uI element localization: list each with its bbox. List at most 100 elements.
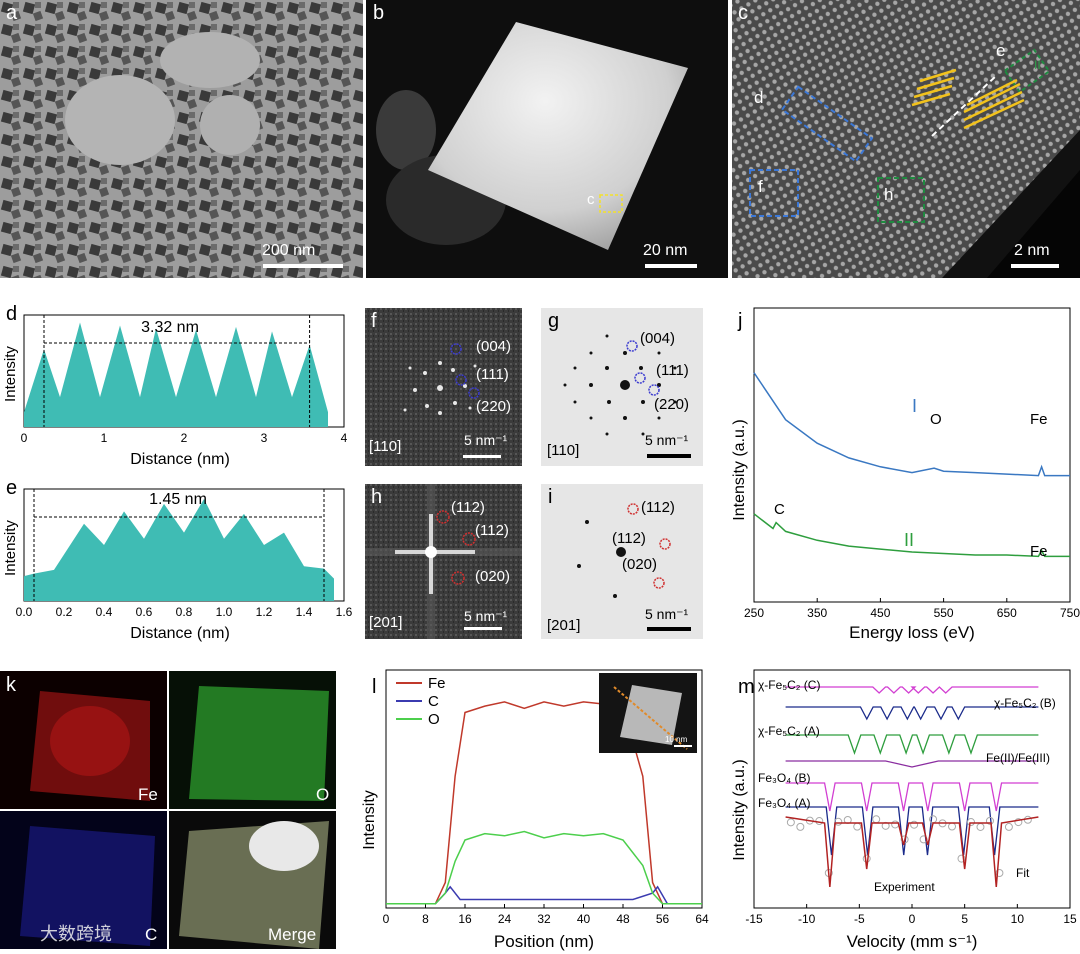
roi-label-c: c	[587, 191, 595, 208]
m-component-1	[785, 706, 1039, 721]
chart-d-group: 0 1 2 3 4	[21, 314, 348, 445]
j-series-II	[753, 513, 1070, 558]
m-tick-label: -10	[798, 912, 816, 926]
l-tick-label: 56	[656, 912, 670, 926]
line-profile-chart-e: 0.0 0.2 0.4 0.6 0.8 1.0 1.2 1.4 1.6 Intensity Di…	[2, 488, 353, 642]
line-profile-chart-d: 0 1 2 3 4 Intensity Distance (nm) 3.32 nm	[2, 314, 348, 468]
m-component-2	[785, 734, 1039, 755]
nanocube-haadf	[376, 22, 688, 250]
h-spot-3: (020)	[475, 568, 511, 585]
i-spot-3: (020)	[622, 556, 658, 573]
tem-image-a	[0, 0, 363, 278]
h-scale-label: 5 nm⁻¹	[464, 608, 508, 624]
j-tick-label: 550	[934, 606, 954, 620]
g-spot-111: (111)	[656, 362, 689, 379]
j-tick-label: 650	[997, 606, 1017, 620]
m-experiment-point	[786, 818, 795, 827]
l-ylabel: Intensity	[361, 790, 378, 850]
l-tick-label: 0	[383, 912, 390, 926]
e-tick-label: 0.0	[16, 605, 33, 619]
m-experiment-point	[1014, 818, 1023, 827]
d-tick-label: 3	[261, 431, 268, 445]
f-spot-004: (004)	[476, 338, 512, 355]
l-tick-label: 16	[458, 912, 472, 926]
e-tick-label: 1.2	[256, 605, 273, 619]
panel-label-e: e	[6, 477, 18, 499]
j-ylabel: Intensity (a.u.)	[731, 419, 748, 520]
m-comp-c: χ-Fe₅C₂ (C)	[758, 678, 820, 692]
d-tick-label: 1	[101, 431, 108, 445]
chart-m-group: -15 -10 -5 0 5 10 15	[745, 669, 1077, 926]
m-experiment-point	[995, 869, 1004, 877]
j-curve-label-II: II	[904, 530, 914, 550]
panel-label-i: i	[548, 486, 553, 508]
e-tick-label: 0.4	[96, 605, 113, 619]
eds-map-o	[169, 671, 336, 809]
m-experiment-label: Experiment	[874, 880, 935, 894]
fft-image-f	[365, 308, 522, 466]
m-tick-label: 5	[961, 912, 968, 926]
e-tick-label: 1.0	[216, 605, 233, 619]
m-xlabel: Velocity (mm s⁻¹)	[847, 932, 978, 951]
m-experiment-point	[976, 822, 985, 831]
panel-label-j: j	[738, 310, 743, 332]
scale-bar-c	[1011, 264, 1059, 268]
e-tick-label: 0.8	[176, 605, 193, 619]
legend-c: C	[428, 693, 439, 710]
m-ylabel: Intensity (a.u.)	[731, 759, 748, 860]
h-spot-1: (112)	[451, 499, 485, 516]
i-spot-1: (112)	[641, 499, 675, 516]
d-tick-label: 0	[21, 431, 28, 445]
g-zone-axis: [110]	[547, 442, 580, 459]
f-zone-axis: [110]	[369, 438, 402, 455]
m-tick-label: 0	[909, 912, 916, 926]
m-experiment-point	[872, 815, 881, 824]
m-tick-label: -5	[854, 912, 865, 926]
panel-label-f: f	[371, 310, 377, 332]
j-peak-C: C	[774, 501, 785, 518]
m-experiment-point	[834, 817, 843, 826]
m-comp-fe3o4-b: Fe₃O₄ (B)	[758, 771, 810, 785]
g-spot-004: (004)	[640, 330, 676, 347]
m-experiment-point	[948, 822, 957, 831]
scale-label-b: 20 nm	[643, 242, 688, 259]
j-frame	[753, 307, 1071, 603]
i-scale-label: 5 nm⁻¹	[645, 606, 689, 622]
l-tick-label: 40	[577, 912, 591, 926]
j-tick-label: 450	[870, 606, 890, 620]
e-area	[24, 499, 334, 601]
panel-label-d: d	[6, 303, 18, 325]
e-tick-label: 1.4	[296, 605, 313, 619]
panel-label-g: g	[548, 310, 560, 332]
m-experiment-point	[853, 822, 862, 831]
e-tick-label: 1.6	[336, 605, 353, 619]
nanocube-texture	[0, 0, 363, 278]
l-tick-label: 24	[498, 912, 512, 926]
m-experiment-point	[985, 816, 994, 825]
fft-pattern-f	[365, 308, 522, 466]
legend-o: O	[428, 711, 440, 728]
region-label-e: e	[996, 41, 1006, 60]
l-tick-label: 8	[422, 912, 429, 926]
diffraction-sim-i	[541, 484, 703, 639]
legend-fe: Fe	[428, 675, 446, 692]
m-tick-label: 10	[1011, 912, 1025, 926]
m-comp-fe3o4-a: Fe₃O₄ (A)	[758, 796, 810, 810]
m-experiment-point	[929, 815, 938, 824]
m-component-5	[785, 806, 1039, 856]
eds-map-c	[0, 811, 167, 949]
m-experiment-point	[910, 820, 919, 829]
m-component-4	[785, 782, 1039, 812]
f-scale-label: 5 nm⁻¹	[464, 432, 508, 448]
l-xlabel: Position (nm)	[494, 932, 594, 951]
i-zone-axis: [201]	[547, 617, 581, 634]
e-tick-label: 0.6	[136, 605, 153, 619]
fft-image-h	[365, 484, 522, 639]
eds-map-fe	[0, 671, 167, 809]
m-comp-b: χ-Fe₅C₂ (B)	[994, 696, 1056, 710]
m-tick-label: 15	[1063, 912, 1077, 926]
panel-label-c: c	[738, 2, 748, 24]
scale-label-c: 2 nm	[1014, 242, 1050, 259]
map-label-o: O	[316, 785, 330, 804]
m-experiment-point	[862, 854, 871, 863]
